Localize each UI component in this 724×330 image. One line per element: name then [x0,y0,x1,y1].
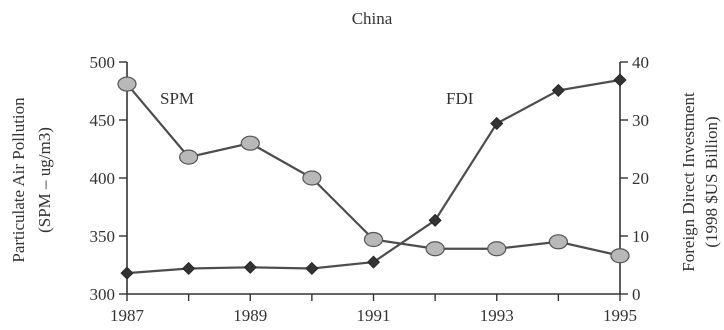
left-y-axis-title-line2: (SPM – ug/m3) [35,127,54,233]
right-y-ticks: 0 10 20 30 40 [620,53,649,304]
fdi-series-label: FDI [446,89,474,108]
spm-point [117,76,137,92]
right-y-tick-label: 0 [632,285,641,304]
fdi-point [182,261,196,276]
fdi-point [551,83,565,97]
left-y-tick-label: 400 [90,169,116,188]
spm-point [487,241,507,257]
right-y-tick-label: 10 [632,227,649,246]
left-y-tick-label: 350 [90,227,116,246]
fdi-points [120,73,627,280]
x-tick-label: 1995 [603,306,637,325]
right-y-tick-label: 20 [632,169,649,188]
spm-points [117,76,630,264]
left-y-ticks: 300 350 400 450 500 [90,53,127,304]
x-tick-label: 1993 [480,306,514,325]
spm-point [610,248,630,264]
fdi-point [243,260,257,274]
spm-point [302,170,322,186]
left-y-tick-label: 450 [90,111,116,130]
left-y-tick-label: 300 [90,285,116,304]
fdi-point [305,261,319,276]
spm-series-label: SPM [160,89,194,108]
spm-point [179,149,199,165]
right-y-tick-label: 30 [632,111,649,130]
x-tick-label: 1989 [233,306,267,325]
spm-point [363,231,384,248]
x-tick-label: 1987 [110,306,145,325]
fdi-point [490,116,504,131]
left-y-tick-label: 500 [90,53,116,72]
right-y-tick-label: 40 [632,53,649,72]
right-y-axis-title-line2: (1998 $US Billion) [702,116,721,247]
spm-point [240,135,260,151]
fdi-point [120,266,134,280]
fdi-point [613,73,627,87]
x-ticks: 1987 1989 1991 1993 1995 [110,294,637,325]
right-y-axis-title-line1: Foreign Direct Investment [679,92,698,272]
fdi-point [428,213,442,227]
fdi-point [366,255,381,269]
spm-point [548,234,568,250]
spm-point [425,241,445,257]
spm-series-line [126,83,621,257]
x-tick-label: 1991 [357,306,391,325]
chart-title: China [352,9,393,28]
left-y-axis-title-line1: Particulate Air Pollution [9,97,28,263]
